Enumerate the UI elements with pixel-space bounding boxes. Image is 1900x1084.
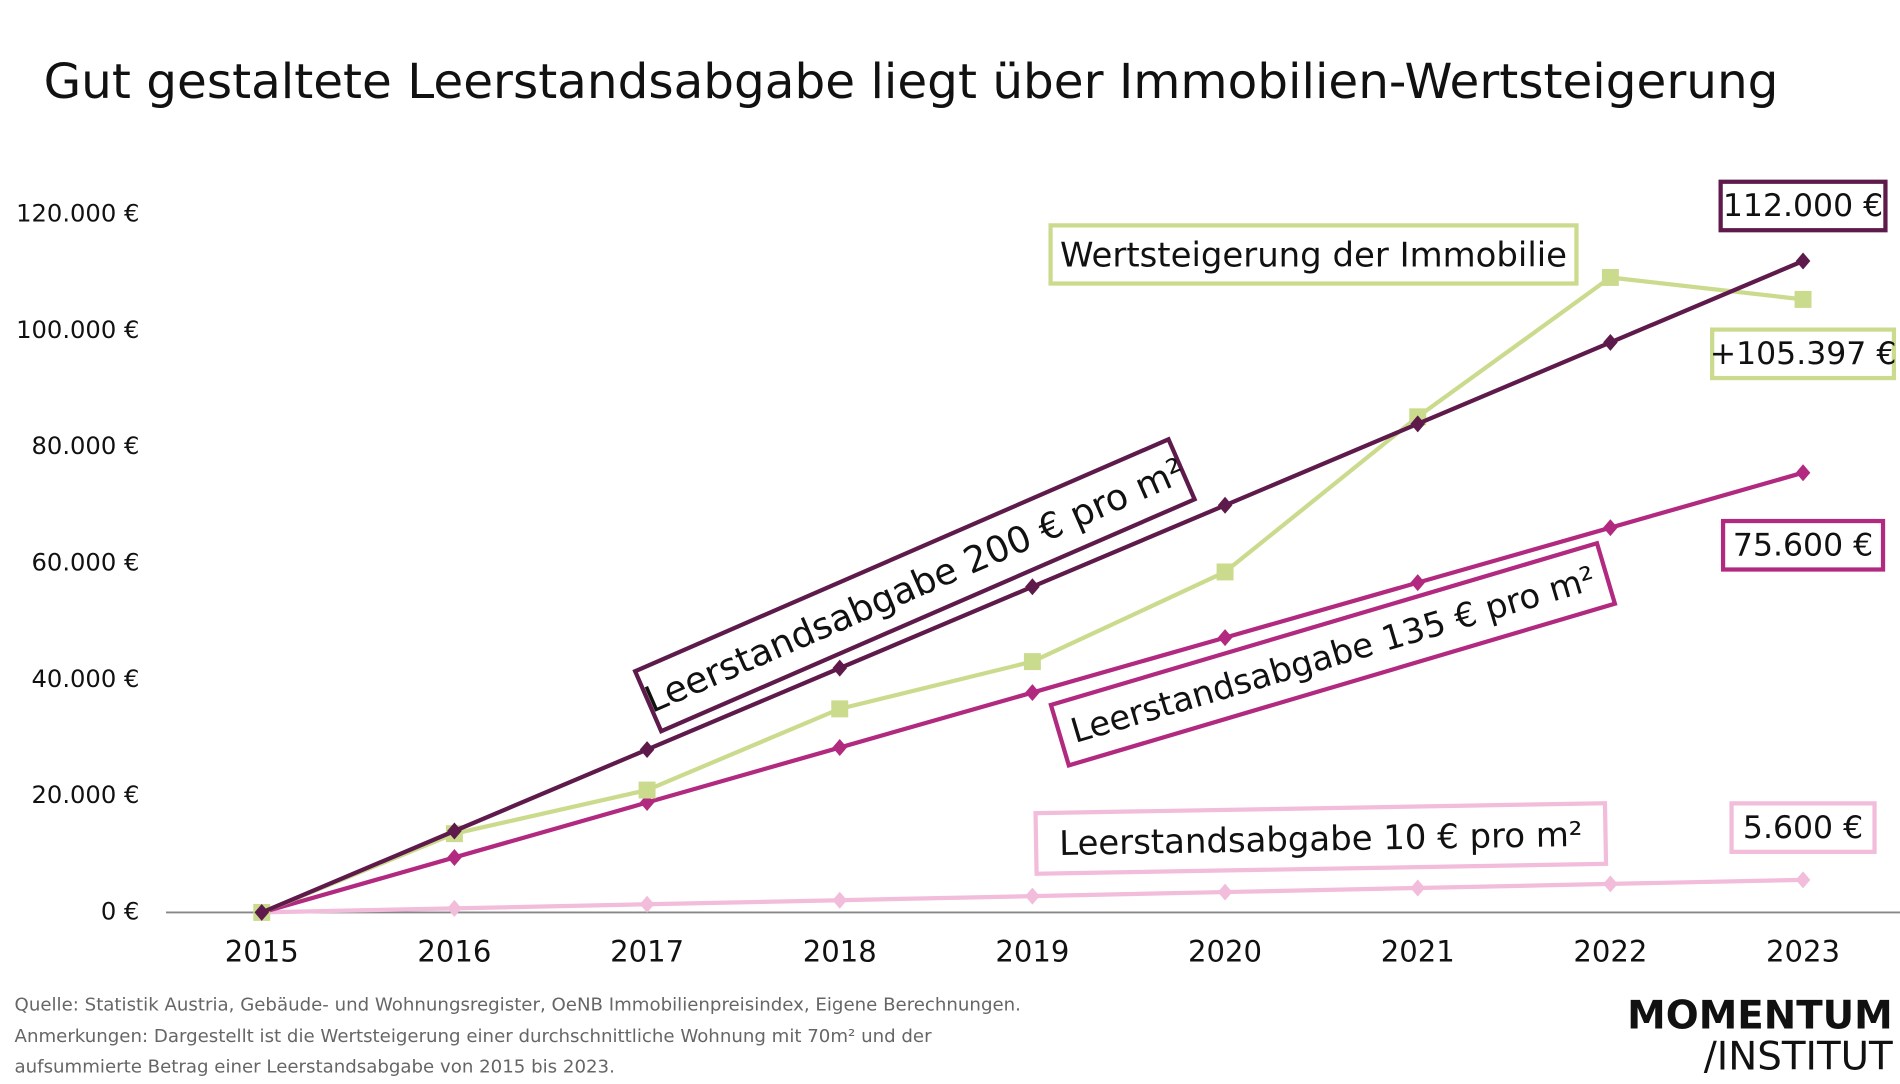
- marker: [1025, 684, 1040, 702]
- value-label: +105.397 €: [1710, 336, 1897, 372]
- marker: [447, 899, 462, 917]
- x-tick-label: 2018: [803, 935, 877, 969]
- marker: [639, 895, 655, 913]
- y-tick-label: 120.000 €: [16, 199, 139, 227]
- source-note: Quelle: Statistik Austria, Gebäude- und …: [15, 995, 1021, 1016]
- x-tick-label: 2023: [1766, 935, 1840, 969]
- value-label: 5.600 €: [1743, 810, 1863, 846]
- value-label-box: [1718, 179, 1888, 233]
- marker: [1025, 578, 1040, 596]
- label-box: [1033, 801, 1609, 876]
- marker: [1795, 252, 1811, 270]
- y-tick-label: 100.000 €: [16, 316, 139, 344]
- marker: [1795, 464, 1811, 482]
- x-tick-label: 2022: [1573, 935, 1647, 969]
- legend-label: Leerstandsabgabe 10 € pro m²: [1059, 815, 1583, 863]
- marker: [831, 700, 849, 718]
- series-label: Leerstandsabgabe 10 € pro m²: [1033, 801, 1609, 876]
- y-tick-label: 40.000 €: [32, 665, 140, 693]
- y-tick-label: 20.000 €: [32, 781, 140, 809]
- y-tick-label: 0 €: [101, 897, 140, 925]
- value-label-box: [1710, 327, 1897, 381]
- x-tick-label: 2015: [225, 935, 299, 969]
- marker: [1023, 653, 1041, 671]
- chart-title: Gut gestaltete Leerstandsabgabe liegt üb…: [44, 54, 1779, 110]
- logo: /INSTITUT: [1704, 1035, 1893, 1080]
- marker: [1601, 268, 1619, 286]
- logo: MOMENTUM: [1627, 993, 1893, 1038]
- marker: [1794, 290, 1812, 308]
- x-tick-label: 2017: [610, 935, 684, 969]
- marker: [447, 848, 462, 866]
- legend-label: Wertsteigerung der Immobilie: [1060, 235, 1567, 274]
- note: Anmerkungen: Dargestellt ist die Wertste…: [15, 1026, 933, 1047]
- marker: [1410, 415, 1425, 433]
- marker: [638, 781, 656, 799]
- marker: [1603, 875, 1618, 893]
- value-label-box: [1729, 801, 1877, 854]
- value-label: 112.000 €: [1723, 188, 1883, 224]
- value-label: 75.600 €: [1733, 527, 1873, 563]
- marker: [1603, 333, 1618, 351]
- marker: [1216, 563, 1234, 581]
- label-box: [632, 436, 1198, 735]
- series-label: Wertsteigerung der Immobilie: [1048, 223, 1579, 286]
- x-tick-label: 2020: [1188, 935, 1262, 969]
- marker: [1795, 871, 1811, 889]
- value-label-box: [1720, 518, 1886, 572]
- marker: [1025, 887, 1040, 905]
- note: aufsummierte Betrag einer Leerstandsabga…: [15, 1057, 615, 1078]
- x-tick-label: 2019: [995, 935, 1069, 969]
- x-tick-label: 2021: [1381, 935, 1455, 969]
- x-tick-label: 2016: [417, 935, 491, 969]
- y-tick-label: 60.000 €: [32, 548, 140, 576]
- label-box: [1048, 223, 1579, 286]
- y-tick-label: 80.000 €: [32, 432, 140, 460]
- label-box: [1048, 540, 1618, 769]
